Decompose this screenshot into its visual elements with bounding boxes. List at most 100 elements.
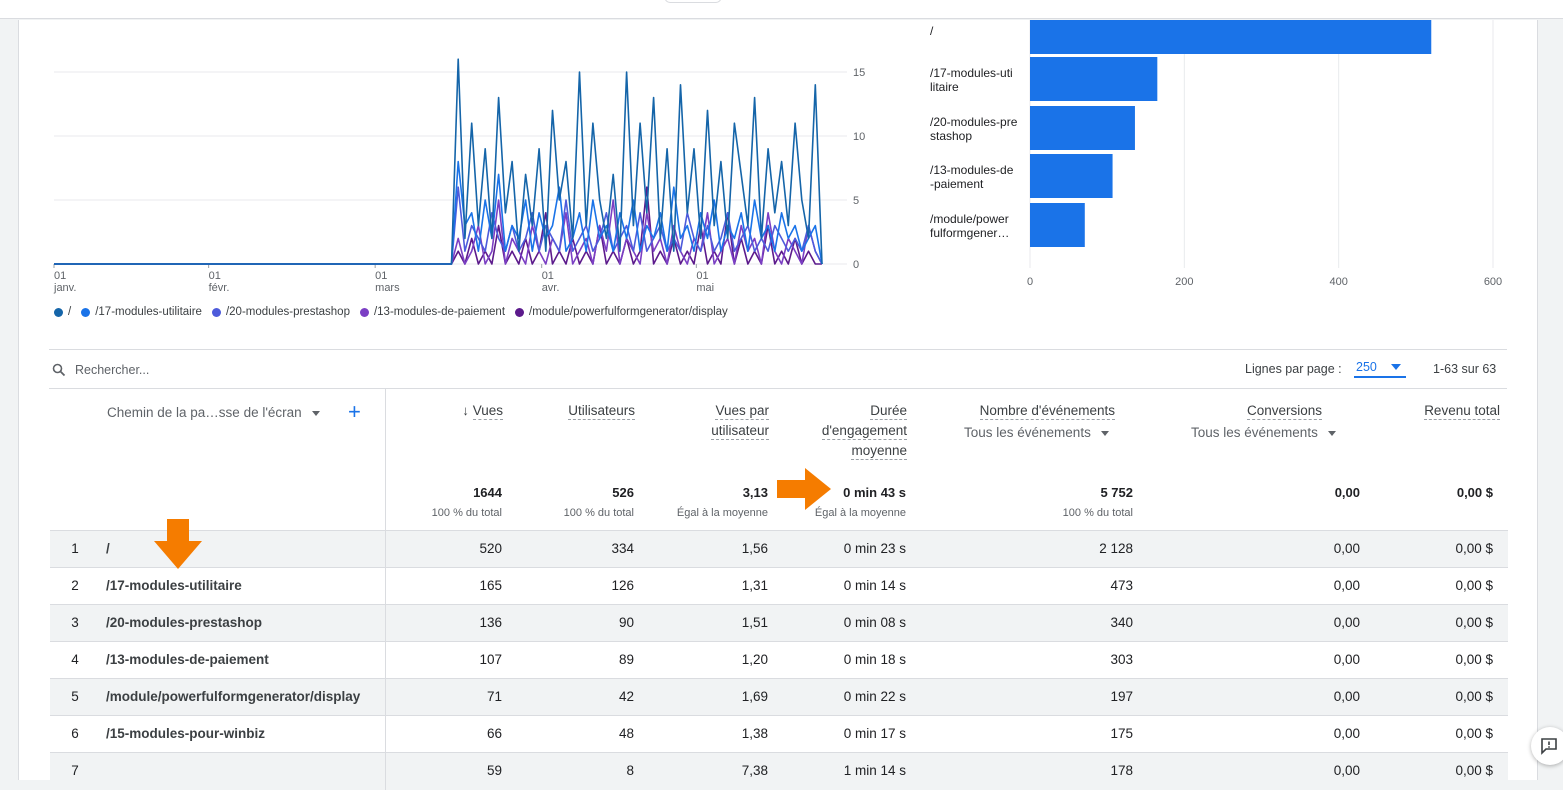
row-page-path[interactable]: /13-modules-de-paiement	[106, 652, 269, 667]
cell-users: 48	[618, 726, 634, 741]
cell-revenue: 0,00 $	[1455, 689, 1493, 704]
bar-chart: 0 200 400 600	[1027, 20, 1502, 288]
search-input[interactable]	[73, 360, 373, 380]
cell-engagement: 0 min 22 s	[843, 689, 906, 704]
cell-users: 42	[618, 689, 634, 704]
cell-events: 2 128	[1099, 541, 1133, 556]
events-filter-dropdown[interactable]: Tous les événements	[964, 425, 1109, 440]
pagination-range: 1-63 sur 63	[1433, 362, 1497, 376]
events-total: 5 752	[1100, 485, 1133, 500]
feedback-button[interactable]	[1531, 727, 1563, 765]
cell-users: 89	[618, 652, 634, 667]
row-page-path[interactable]: /	[106, 541, 110, 556]
table-row[interactable]: 5/module/powerfulformgenerator/display 71…	[50, 678, 1508, 715]
x-tick-day: 01	[209, 270, 221, 282]
cell-events: 197	[1110, 689, 1133, 704]
bar	[1030, 20, 1432, 54]
legend-item[interactable]: /17-modules-utilitaire	[81, 306, 202, 318]
add-dimension-button[interactable]: +	[348, 399, 361, 424]
column-divider	[385, 530, 386, 790]
cell-revenue: 0,00 $	[1455, 652, 1493, 667]
cell-engagement: 0 min 18 s	[843, 652, 906, 667]
events-total-sub: 100 % du total	[1062, 507, 1133, 519]
cell-engagement: 0 min 17 s	[843, 726, 906, 741]
table-row[interactable]: 6/15-modules-pour-winbiz 66 48 1,38 0 min 17…	[50, 715, 1508, 752]
cell-events: 178	[1110, 763, 1133, 778]
bar-category-label-line: /13-modules-de	[930, 163, 1014, 177]
table-row[interactable]: 2/17-modules-utilitaire 165 126 1,31 0 min 1…	[50, 567, 1508, 604]
cell-events: 340	[1110, 615, 1133, 630]
engagement-total: 0 min 43 s	[843, 485, 906, 500]
bar-category-label: /module/power fulformgener…	[930, 212, 1030, 240]
views-column-header[interactable]: ↓ Vues	[419, 401, 503, 421]
x-tick-month: avr.	[542, 282, 560, 294]
bar-category-label: /17-modules-uti litaire	[930, 66, 1030, 94]
engagement-total-sub: Égal à la moyenne	[814, 507, 906, 519]
row-page-path[interactable]: /17-modules-utilitaire	[106, 578, 242, 593]
table-row[interactable]: 1 / 520 334 1,56 0 min 23 s 2 128 0,00 0,00 $	[50, 530, 1508, 567]
legend-item[interactable]: /13-modules-de-paiement	[359, 306, 505, 318]
engagement-column-header[interactable]: Durée d'engagement moyenne	[789, 401, 907, 461]
series-line	[54, 186, 823, 265]
revenue-column-header[interactable]: Revenu total	[1389, 401, 1500, 421]
row-rank: 1	[71, 541, 79, 556]
x-tick-month: mai	[696, 282, 714, 294]
legend-item[interactable]: /module/powerfulformgenerator/display	[515, 306, 728, 318]
bar-category-label-line: /20-modules-pre	[930, 115, 1018, 129]
users-column-header[interactable]: Utilisateurs	[539, 401, 635, 421]
report-card: 15 10 5 0 01 janv. 01 févr. 01 mars 01 avr. 01 mai / /…	[18, 20, 1538, 790]
cell-engagement: 0 min 14 s	[843, 578, 906, 593]
top-bar	[0, 0, 1563, 19]
cell-revenue: 0,00 $	[1455, 578, 1493, 593]
cell-conversions: 0,00	[1333, 615, 1360, 630]
cell-vpu: 1,69	[741, 689, 768, 704]
legend-item[interactable]: /	[54, 306, 71, 318]
chevron-down-icon	[1100, 430, 1109, 436]
cell-users: 8	[626, 763, 634, 778]
cell-views: 165	[479, 578, 502, 593]
row-rank: 6	[71, 726, 79, 741]
table-row[interactable]: 4/13-modules-de-paiement 107 89 1,20 0 min 1…	[50, 641, 1508, 678]
row-rank: 4	[71, 652, 79, 667]
cell-events: 473	[1110, 578, 1133, 593]
cell-users: 334	[611, 541, 634, 556]
cell-events: 175	[1110, 726, 1133, 741]
engagement-header-line1: Durée	[870, 403, 907, 420]
feedback-icon	[1541, 738, 1557, 755]
revenue-total: 0,00 $	[1456, 485, 1493, 500]
divider	[49, 349, 1507, 350]
row-rank: 5	[71, 689, 79, 704]
x-tick-label: 600	[1484, 276, 1502, 288]
table-row[interactable]: 3/20-modules-prestashop 136 90 1,51 0 min 08…	[50, 604, 1508, 641]
events-column-header[interactable]: Nombre d'événements	[919, 401, 1115, 421]
legend-item[interactable]: /20-modules-prestashop	[211, 306, 350, 318]
cell-engagement: 0 min 23 s	[843, 541, 906, 556]
cell-vpu: 1,31	[741, 578, 768, 593]
table-row[interactable]: 7 59 8 7,38 1 min 14 s 178 0,00 0,00 $	[50, 752, 1508, 789]
series-line	[54, 199, 823, 265]
row-page-path[interactable]: /module/powerfulformgenerator/display	[106, 689, 361, 704]
cell-vpu: 1,20	[741, 652, 768, 667]
legend-dot-icon	[359, 307, 369, 317]
legend-dot-icon	[211, 307, 221, 317]
conversions-column-header[interactable]: Conversions	[1169, 401, 1322, 421]
bar	[1030, 154, 1113, 198]
cell-conversions: 0,00	[1333, 763, 1360, 778]
cell-users: 90	[618, 615, 634, 630]
legend-label: /17-modules-utilitaire	[95, 306, 202, 318]
dimension-column-header[interactable]: Chemin de la pa…sse de l'écran	[107, 405, 320, 420]
engagement-header-line2: d'engagement	[821, 423, 907, 440]
views-total-sub: 100 % du total	[431, 507, 502, 519]
cell-views: 520	[479, 541, 502, 556]
cell-views: 66	[486, 726, 502, 741]
conversions-filter-dropdown[interactable]: Tous les événements	[1191, 425, 1336, 440]
bar	[1030, 57, 1158, 101]
rows-per-page-select[interactable]: 250	[1354, 358, 1406, 378]
top-bar-pill[interactable]	[664, 0, 722, 3]
views-per-user-column-header[interactable]: Vues par utilisateur	[659, 401, 769, 441]
row-page-path[interactable]: /15-modules-pour-winbiz	[106, 726, 266, 741]
cell-views: 107	[479, 652, 502, 667]
row-page-path[interactable]: /20-modules-prestashop	[106, 615, 263, 630]
cell-revenue: 0,00 $	[1455, 726, 1493, 741]
bar-category-label-line: /17-modules-uti	[930, 66, 1013, 80]
